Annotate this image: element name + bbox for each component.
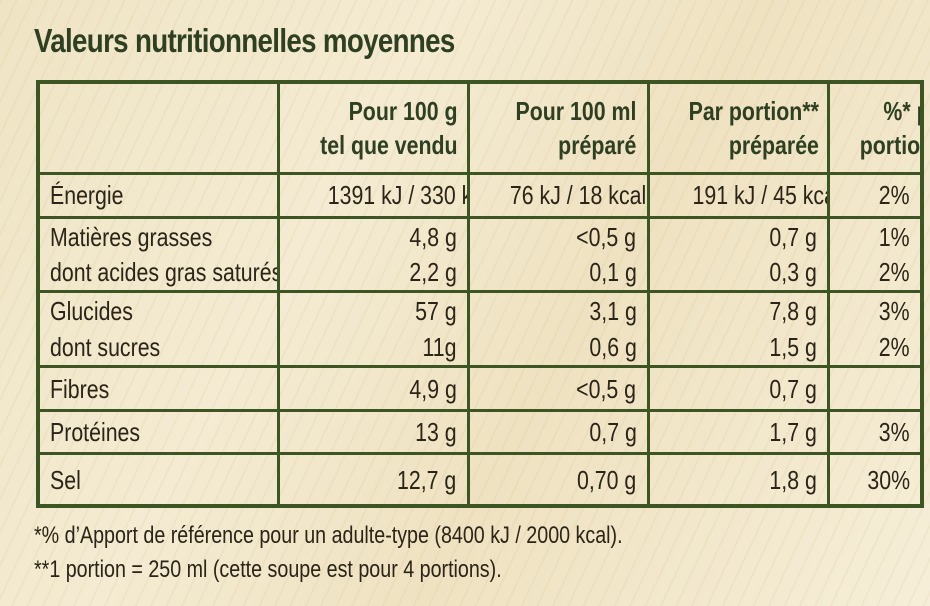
table-row-energie: Énergie 1391 kJ / 330 kcal 76 kJ / 18 kc… [38,173,922,218]
value-percent: 3% [879,296,910,327]
table-row-sel: Sel 12,7 g 0,70 g 1,8 g 30% [38,453,922,506]
row-label: Fibres [50,373,110,404]
row-label: Protéines [50,417,141,448]
value-percent: 30% [867,464,910,495]
value-percent: 3% [879,417,910,448]
footnote-portion: **1 portion = 250 ml (cette soupe est po… [34,556,502,583]
value-per-portion: 1,8 g [769,464,817,495]
value-per-portion: 0,3 g [769,257,817,288]
value-per-portion: 0,7 g [769,373,817,404]
header-empty [38,82,278,173]
value-per-100g: 57 g [415,296,457,327]
value-per-100ml: <0,5 g [576,373,637,404]
value-per-100g: 4,8 g [409,221,457,252]
table-row-satures: dont acides gras saturés 2,2 g 0,1 g 0,3… [38,254,922,292]
header-row: Pour 100 g tel que vendu Pour 100 ml prépa… [38,82,922,174]
value-percent: 2% [879,257,910,288]
value-per-100g: 1391 kJ / 330 kcal [327,180,468,211]
row-label: Sel [50,464,81,495]
header-per-100ml: Pour 100 ml préparé [466,82,648,174]
value-per-100ml: 0,7 g [589,417,637,448]
table-row-proteines: Protéines 13 g 0,7 g 1,7 g 3% [38,410,922,454]
header-per-100g: Pour 100 g tel que vendu [276,82,468,174]
value-per-100g: 11g [422,332,457,363]
value-per-100ml: <0,5 g [576,221,637,252]
value-percent: 2% [879,180,910,211]
row-label: Énergie [50,180,124,211]
value-per-portion: 0,7 g [769,221,817,252]
nutrition-table: Pour 100 g tel que vendu Pour 100 ml prépa… [36,80,924,508]
table-row-sucres: dont sucres 11g 0,6 g 1,5 g 2% [38,329,922,367]
table-row-glucides: Glucides 57 g 3,1 g 7,8 g 3% [38,291,922,330]
value-per-portion: 191 kJ / 45 kcal [692,180,828,211]
value-per-100g: 12,7 g [397,464,457,495]
value-per-100g: 13 g [415,417,457,448]
value-per-portion: 1,7 g [769,417,817,448]
value-per-100g: 4,9 g [409,373,457,404]
row-label: Glucides [50,296,133,327]
table-title: Valeurs nutritionnelles moyennes [34,22,455,59]
value-per-100g: 2,2 g [409,257,457,288]
table-row-matieres-grasses: Matières grasses 4,8 g <0,5 g 0,7 g 1% [38,217,922,255]
row-label: dont sucres [50,332,161,363]
header-per-portion: Par portion** préparée [646,82,828,174]
value-percent: 1% [879,221,910,252]
row-label: dont acides gras saturés [50,257,278,288]
row-label: Matières grasses [50,221,213,252]
value-per-100ml: 0,6 g [589,332,637,363]
footnote-reference-intake: *% d’Apport de référence pour un adulte-… [34,522,623,549]
value-per-100ml: 0,1 g [589,257,637,288]
value-percent: 2% [879,332,910,363]
value-per-portion: 1,5 g [769,332,817,363]
value-per-100ml: 76 kJ / 18 kcal [509,180,646,211]
value-per-100ml: 3,1 g [589,296,637,327]
header-percent-ri: %* parportion** [826,82,922,174]
value-per-100ml: 0,70 g [577,464,637,495]
table-row-fibres: Fibres 4,9 g <0,5 g 0,7 g [38,366,922,411]
value-per-portion: 7,8 g [769,296,817,327]
